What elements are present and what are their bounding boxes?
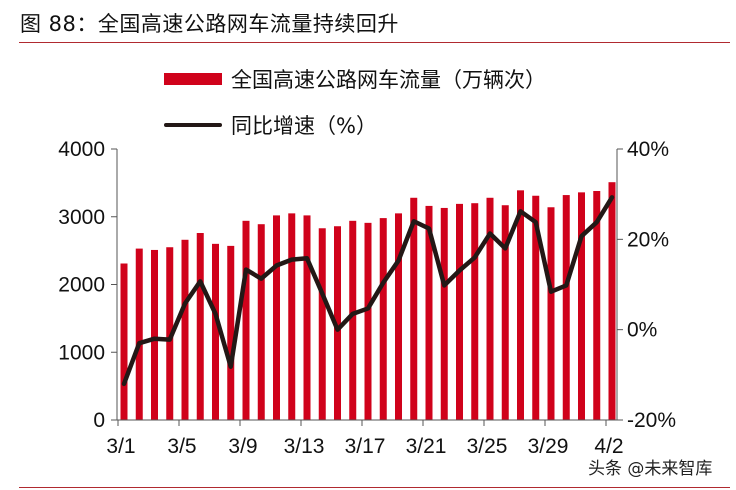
- left-tick-label: 4000: [58, 138, 105, 161]
- legend-item-traffic: 全国高速公路网车流量（万辆次）: [164, 56, 546, 102]
- right-tick-label: 40%: [627, 138, 669, 161]
- x-tick-label: 3/29: [528, 435, 569, 458]
- bar: [578, 192, 585, 420]
- x-tick-label: 3/17: [345, 435, 386, 458]
- bar: [517, 190, 524, 420]
- bar: [440, 207, 448, 420]
- line-swatch-icon: [164, 123, 222, 127]
- bar: [410, 197, 418, 420]
- bar: [456, 203, 463, 420]
- line-series: [121, 195, 615, 387]
- watermark: 头条 @未来智库: [588, 459, 713, 479]
- bar: [471, 203, 479, 420]
- left-tick-label: 1000: [58, 341, 105, 364]
- bar: [501, 205, 509, 420]
- chart-axes: [111, 148, 623, 426]
- bar: [425, 205, 433, 420]
- bar: [334, 226, 341, 420]
- bar: [364, 222, 372, 420]
- figure-title: 图 88：全国高速公路网车流量持续回升: [20, 12, 399, 36]
- bottom-divider: [19, 487, 730, 488]
- bar: [395, 213, 402, 420]
- bar: [181, 239, 189, 420]
- bar: [532, 195, 540, 420]
- bar: [349, 220, 357, 420]
- bar: [562, 195, 570, 420]
- right-tick-label: 20%: [627, 228, 669, 251]
- legend-item-growth: 同比增速（%）: [164, 102, 546, 148]
- bar: [288, 213, 296, 420]
- bar: [135, 248, 143, 420]
- x-tick-label: 3/25: [467, 435, 508, 458]
- bar: [608, 182, 616, 420]
- growth-line: [121, 195, 615, 387]
- chart-legend: 全国高速公路网车流量（万辆次） 同比增速（%）: [164, 56, 546, 148]
- right-tick-label: 0%: [627, 319, 657, 342]
- bar: [227, 245, 235, 420]
- legend-label-growth: 同比增速（%）: [231, 114, 377, 138]
- bar: [486, 197, 494, 420]
- bar: [212, 243, 219, 420]
- left-tick-label: 2000: [58, 274, 105, 297]
- bar: [593, 191, 601, 420]
- left-tick-label: 0: [93, 409, 105, 432]
- x-tick-label: 3/1: [106, 435, 135, 458]
- bar: [242, 220, 250, 420]
- bar-swatch-icon: [164, 73, 222, 85]
- left-tick-label: 3000: [58, 206, 105, 229]
- x-tick-label: 3/21: [406, 435, 447, 458]
- bar: [547, 207, 555, 420]
- bar: [151, 249, 158, 420]
- bar: [257, 224, 265, 420]
- bar: [196, 233, 204, 420]
- bar: [303, 215, 311, 420]
- x-tick-label: 3/13: [284, 435, 325, 458]
- bar: [379, 218, 387, 420]
- bar: [120, 263, 128, 420]
- x-tick-label: 3/5: [167, 435, 196, 458]
- bar: [166, 247, 174, 420]
- bar-series: [120, 182, 616, 420]
- axis-tick-labels: 0 1000 2000 3000 4000 -20% 0% 20% 40% 3/1 3/5 3/9 3/…: [58, 138, 676, 458]
- bar: [318, 228, 326, 420]
- x-tick-label: 4/2: [594, 435, 623, 458]
- right-tick-label: -20%: [627, 409, 676, 432]
- x-tick-label: 3/9: [228, 435, 257, 458]
- legend-label-traffic: 全国高速公路网车流量（万辆次）: [231, 68, 546, 92]
- title-divider: [19, 42, 730, 43]
- bar: [273, 215, 280, 420]
